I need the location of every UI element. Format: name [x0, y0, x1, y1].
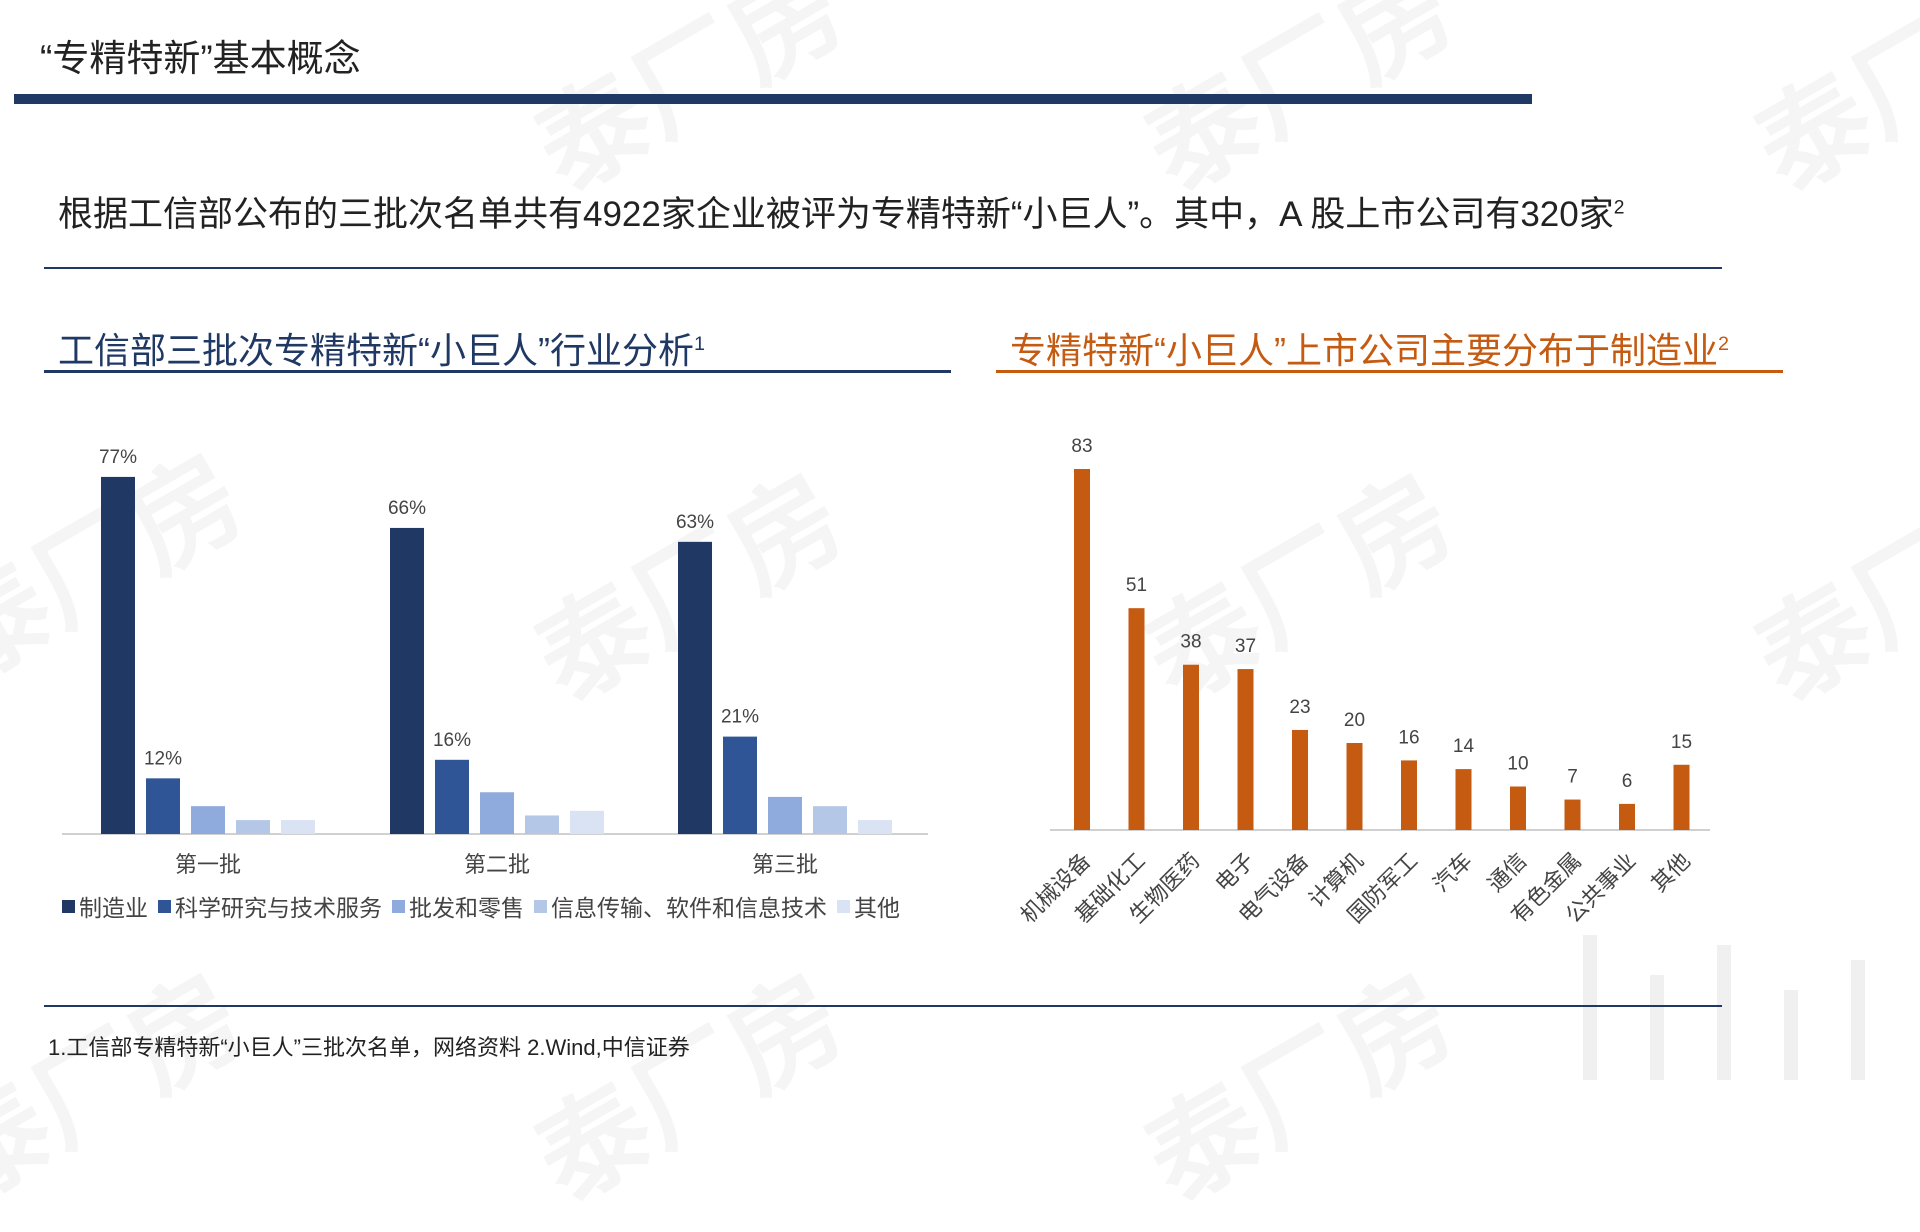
- legend-label: 制造业: [79, 895, 148, 921]
- data-label: 7: [1567, 767, 1578, 788]
- bar: [1401, 760, 1417, 830]
- x-tick-label: 电子: [1210, 848, 1259, 897]
- bar: [1455, 769, 1472, 830]
- intro-footnote-ref: 2: [1613, 197, 1625, 219]
- legend-swatch: [158, 899, 171, 913]
- legend-swatch: [837, 899, 850, 913]
- right-chart-heading: 专精特新“小巨人”上市公司主要分布于制造业2: [1010, 322, 1729, 374]
- data-label: 21%: [721, 707, 759, 728]
- bar: [1292, 729, 1308, 830]
- left-heading-footnote-ref: 1: [693, 333, 705, 355]
- footer-divider: [44, 1005, 1722, 1007]
- bar: [191, 806, 225, 834]
- intro-sentence: 根据工信部公布的三批次名单共有4922家企业被评为专精特新“小巨人”。其中，A …: [58, 195, 1614, 234]
- x-tick-label: 第三批: [752, 852, 818, 877]
- bar: [1346, 743, 1363, 830]
- data-label: 16: [1398, 727, 1419, 748]
- bar: [1128, 608, 1145, 830]
- x-tick-label: 汽车: [1428, 848, 1477, 897]
- x-tick-label: 其他: [1646, 848, 1695, 897]
- data-label: 6: [1622, 771, 1633, 792]
- data-label: 16%: [433, 730, 471, 751]
- legend-label: 科学研究与技术服务: [175, 895, 382, 921]
- legend-swatch: [534, 899, 547, 913]
- right-heading-text: 专精特新“小巨人”上市公司主要分布于制造业: [1010, 330, 1718, 371]
- logo-decoration: [1650, 975, 1664, 1080]
- data-label: 20: [1344, 710, 1365, 731]
- data-label: 83: [1071, 436, 1092, 457]
- logo-decoration: [1583, 935, 1597, 1080]
- legend-swatch: [62, 899, 75, 913]
- legend-label: 信息传输、软件和信息技术: [551, 895, 827, 921]
- right-heading-underline: [996, 370, 1783, 373]
- data-label: 66%: [388, 498, 426, 519]
- bar: [813, 806, 847, 834]
- left-chart-legend: 制造业 科学研究与技术服务 批发和零售 信息传输、软件和信息技术 其他: [62, 889, 910, 923]
- bar: [1564, 799, 1581, 830]
- bar: [480, 792, 514, 834]
- title-underline: [14, 94, 1532, 104]
- data-label: 12%: [144, 748, 182, 769]
- legend-item: 其他: [837, 889, 900, 923]
- intro-text: 根据工信部公布的三批次名单共有4922家企业被评为专精特新“小巨人”。其中，A …: [58, 186, 1624, 237]
- bar: [1673, 764, 1690, 830]
- left-heading-text: 工信部三批次专精特新“小巨人”行业分析: [58, 330, 694, 371]
- logo-decoration: [1717, 945, 1731, 1080]
- left-heading-underline: [44, 370, 951, 373]
- left-chart-heading: 工信部三批次专精特新“小巨人”行业分析1: [58, 322, 705, 374]
- bar: [435, 759, 469, 834]
- legend-swatch: [392, 899, 405, 913]
- industry-share-bar-chart: 77% 12% 第一批 66% 16% 第二批 63% 21% 第三批: [62, 447, 928, 877]
- logo-decoration: [1851, 960, 1865, 1080]
- bar: [1619, 803, 1635, 830]
- bar: [678, 541, 712, 834]
- bar: [1237, 669, 1254, 830]
- x-tick-label: 通信: [1483, 848, 1532, 897]
- bar: [570, 810, 604, 834]
- data-label: 38: [1180, 632, 1201, 653]
- bar: [525, 815, 559, 834]
- bar: [858, 820, 892, 834]
- data-label: 51: [1126, 575, 1147, 596]
- legend-item: 批发和零售: [392, 889, 524, 923]
- page-title: “专精特新”基本概念: [40, 38, 361, 79]
- bar: [1074, 469, 1090, 830]
- footer-source: 1.工信部专精特新“小巨人”三批次名单，网络资料 2.Wind,中信证券: [48, 1035, 690, 1060]
- data-label: 77%: [99, 447, 137, 468]
- x-tick-label: 第一批: [175, 852, 241, 877]
- legend-label: 批发和零售: [409, 895, 524, 921]
- logo-decoration: [1784, 990, 1798, 1080]
- bar: [723, 736, 757, 834]
- legend-label: 其他: [854, 895, 900, 921]
- data-label: 10: [1507, 754, 1528, 775]
- bar: [768, 796, 802, 834]
- bar: [281, 820, 315, 834]
- data-label: 63%: [676, 512, 714, 533]
- data-label: 14: [1453, 736, 1475, 757]
- bar: [146, 778, 180, 834]
- bar: [1510, 786, 1526, 830]
- x-tick-label: 第二批: [464, 852, 530, 877]
- legend-item: 制造业: [62, 889, 148, 923]
- bar: [390, 527, 424, 834]
- data-label: 37: [1235, 636, 1256, 657]
- right-heading-footnote-ref: 2: [1717, 333, 1729, 355]
- data-label: 23: [1289, 697, 1310, 718]
- listed-companies-bar-chart: 83机械设备51基础化工38生物医药37电子23电气设备20计算机16国防军工1…: [1016, 436, 1710, 928]
- legend-item: 科学研究与技术服务: [158, 889, 382, 923]
- bar: [236, 820, 270, 834]
- intro-divider: [44, 267, 1722, 269]
- data-label: 15: [1671, 732, 1692, 753]
- legend-item: 信息传输、软件和信息技术: [534, 889, 827, 923]
- bar: [101, 476, 135, 834]
- bar: [1183, 664, 1199, 830]
